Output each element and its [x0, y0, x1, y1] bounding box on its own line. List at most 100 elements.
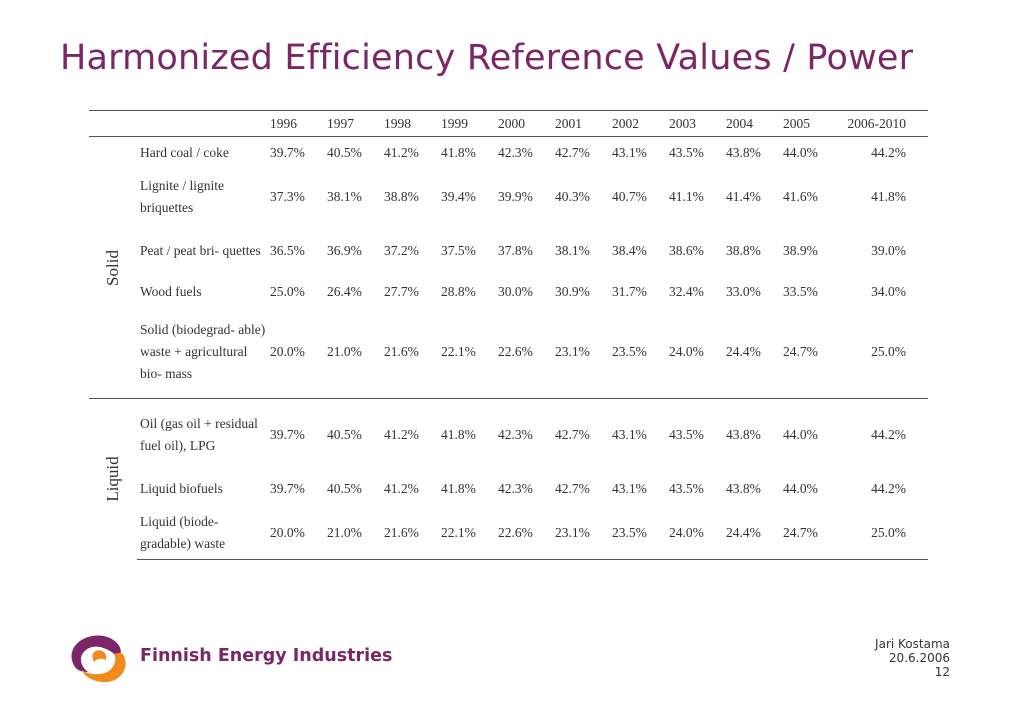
- page-title: Harmonized Efficiency Reference Values /…: [60, 38, 914, 78]
- value-cell: 38.4%: [612, 243, 647, 258]
- value-cell: 22.1%: [441, 506, 498, 560]
- value-cell: 40.5%: [327, 144, 362, 160]
- table-row: Liquid (biode- gradable) waste 20.0% 21.0%…: [89, 506, 928, 560]
- value-cell: 23.5%: [612, 506, 669, 560]
- value-cell: 38.1%: [555, 243, 590, 258]
- finnish-energy-logo-icon: [71, 635, 126, 683]
- value-cell: 24.0%: [669, 344, 704, 360]
- value-cell: 24.4%: [726, 344, 761, 360]
- value-cell: 34.0%: [871, 284, 906, 299]
- value-cell: 41.2%: [384, 481, 419, 496]
- value-cell: 42.7%: [555, 398, 612, 472]
- value-cell: 38.1%: [327, 188, 362, 204]
- value-cell: 27.7%: [384, 284, 419, 299]
- value-cell: 25.0%: [840, 506, 928, 560]
- value-cell: 33.5%: [783, 284, 818, 299]
- value-cell: 39.7%: [270, 144, 305, 160]
- column-header: 2006-2010: [840, 110, 928, 137]
- value-cell: 22.6%: [498, 344, 533, 360]
- group-cell: Liquid: [89, 398, 137, 560]
- value-cell: 42.7%: [555, 481, 590, 496]
- header-group-cell: [89, 110, 137, 137]
- column-header: 1998: [384, 110, 441, 137]
- footer-author: Jari Kostama: [875, 637, 950, 651]
- value-cell: 38.6%: [669, 243, 704, 258]
- fuel-name-cell: Solid (biodegrad- able) waste + agricult…: [140, 322, 266, 382]
- fuel-name-cell: Wood fuels: [140, 284, 202, 299]
- value-cell: 24.7%: [783, 344, 818, 360]
- fuel-name-cell: Lignite / lignite briquettes: [140, 177, 224, 215]
- column-header: 2004: [726, 110, 783, 137]
- value-cell: 41.2%: [384, 144, 419, 160]
- table-row: Wood fuels 25.0% 26.4% 27.7% 28.8% 30.0% 30.9%…: [89, 278, 928, 307]
- table-header-row: 1996 1997 1998 1999 2000 2001 2002 2003 …: [89, 110, 928, 137]
- value-cell: 22.1%: [441, 344, 476, 360]
- group-label: Solid: [103, 249, 122, 286]
- column-header: 2003: [669, 110, 726, 137]
- value-cell: 40.3%: [555, 188, 590, 204]
- value-cell: 25.0%: [270, 284, 305, 299]
- value-cell: 20.0%: [270, 344, 305, 360]
- column-header: 1999: [441, 110, 498, 137]
- value-cell: 37.8%: [498, 243, 533, 258]
- value-cell: 43.8%: [726, 144, 761, 160]
- value-cell: 25.0%: [871, 344, 906, 360]
- value-cell: 21.0%: [327, 344, 362, 360]
- value-cell: 42.3%: [498, 398, 555, 472]
- value-cell: 37.3%: [270, 188, 305, 204]
- value-cell: 39.0%: [871, 243, 906, 258]
- column-header: 2001: [555, 110, 612, 137]
- value-cell: 24.7%: [783, 506, 840, 560]
- fuel-name-cell: Oil (gas oil + residual fuel oil), LPG: [137, 398, 270, 472]
- value-cell: 28.8%: [441, 284, 476, 299]
- value-cell: 23.1%: [555, 344, 590, 360]
- value-cell: 42.3%: [498, 144, 533, 160]
- value-cell: 44.2%: [871, 481, 906, 496]
- value-cell: 26.4%: [327, 284, 362, 299]
- value-cell: 24.4%: [726, 506, 783, 560]
- value-cell: 37.5%: [441, 243, 476, 258]
- value-cell: 41.4%: [726, 188, 761, 204]
- column-header: 1997: [327, 110, 384, 137]
- column-header: 2005: [783, 110, 840, 137]
- logo-text: Finnish Energy Industries: [140, 646, 393, 666]
- fuel-name-cell: Liquid (biode- gradable) waste: [137, 506, 270, 560]
- value-cell: 30.0%: [498, 284, 533, 299]
- value-cell: 43.1%: [612, 398, 669, 472]
- value-cell: 21.6%: [384, 506, 441, 560]
- value-cell: 40.5%: [327, 481, 362, 496]
- fuel-name-cell: Liquid biofuels: [140, 481, 223, 496]
- header-fuel-cell: [137, 110, 270, 137]
- value-cell: 40.7%: [612, 188, 647, 204]
- table-row: Peat / peat bri- quettes 36.5% 36.9% 37.2% 3…: [89, 225, 928, 278]
- value-cell: 44.0%: [783, 398, 840, 472]
- value-cell: 21.6%: [384, 344, 419, 360]
- value-cell: 20.0%: [270, 506, 327, 560]
- value-cell: 38.8%: [726, 243, 761, 258]
- value-cell: 44.0%: [783, 144, 818, 160]
- table-body: Solid Hard coal / coke 39.7% 40.5% 41.2% 41.8…: [89, 137, 928, 560]
- value-cell: 44.0%: [783, 481, 818, 496]
- value-cell: 39.7%: [270, 481, 305, 496]
- column-header: 2000: [498, 110, 555, 137]
- value-cell: 24.0%: [669, 506, 726, 560]
- value-cell: 43.5%: [669, 144, 704, 160]
- reference-values-table: 1996 1997 1998 1999 2000 2001 2002 2003 …: [89, 110, 928, 560]
- value-cell: 41.6%: [783, 188, 818, 204]
- value-cell: 33.0%: [726, 284, 761, 299]
- value-cell: 44.2%: [871, 144, 906, 160]
- value-cell: 21.0%: [327, 506, 384, 560]
- table-row: Solid Hard coal / coke 39.7% 40.5% 41.2% 41.8…: [89, 137, 928, 286]
- value-cell: 32.4%: [669, 284, 704, 299]
- value-cell: 44.2%: [840, 398, 928, 472]
- value-cell: 38.9%: [783, 243, 818, 258]
- value-cell: 41.8%: [871, 188, 906, 204]
- value-cell: 39.9%: [498, 188, 533, 204]
- value-cell: 43.8%: [726, 481, 761, 496]
- value-cell: 30.9%: [555, 284, 590, 299]
- table-row: Liquid biofuels 39.7% 40.5% 41.2% 41.8% 42.3%…: [89, 472, 928, 507]
- footer-page-number: 12: [934, 665, 950, 679]
- footer-date: 20.6.2006: [888, 651, 950, 665]
- value-cell: 39.4%: [441, 188, 476, 204]
- value-cell: 40.5%: [327, 398, 384, 472]
